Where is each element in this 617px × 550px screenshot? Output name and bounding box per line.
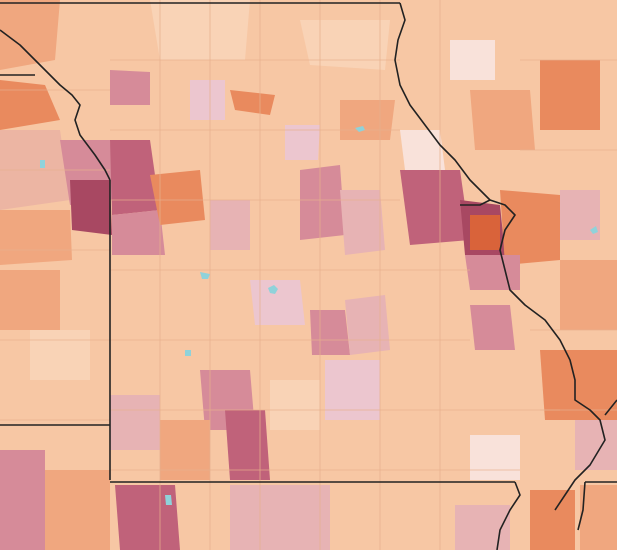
region-n-5 [300, 20, 390, 70]
region-se-2 [530, 490, 575, 550]
region-n-1 [150, 0, 250, 60]
lake-3 [185, 350, 191, 356]
region-il-3 [470, 90, 535, 150]
water-bodies [40, 126, 598, 505]
illinois-river-border [460, 199, 491, 206]
region-nw-2 [0, 80, 60, 130]
region-stl-7 [470, 305, 515, 350]
region-c-4 [250, 280, 305, 325]
region-n-3 [230, 90, 275, 115]
region-se-3 [580, 485, 617, 550]
region-s-2 [225, 410, 270, 480]
region-kc-3 [110, 70, 150, 105]
region-nw-6 [0, 210, 72, 265]
lake-2 [200, 272, 210, 279]
region-stl-4 [500, 190, 560, 265]
region-il-1 [450, 40, 495, 80]
region-c-3 [340, 190, 385, 255]
northwest-river-border [0, 29, 111, 181]
lake-5 [40, 160, 45, 168]
region-c-5 [310, 310, 350, 355]
right-edge-border [604, 399, 617, 416]
region-kc-4 [150, 170, 205, 225]
region-sw-3 [45, 470, 110, 550]
region-c-1 [300, 165, 345, 240]
region-nw-1 [0, 0, 60, 70]
region-se-1 [455, 505, 510, 550]
region-n-6 [340, 100, 395, 140]
region-sw-2 [0, 450, 45, 550]
region-stl-6 [400, 130, 445, 170]
region-stl-8 [560, 190, 600, 240]
region-sw-5 [0, 270, 60, 330]
region-il-5 [540, 350, 617, 420]
region-sw-4 [230, 485, 330, 550]
region-s-3 [110, 395, 160, 450]
region-sw-1 [115, 485, 180, 550]
region-sw-6 [30, 330, 90, 380]
region-c-7 [325, 360, 380, 420]
region-c-2 [210, 200, 250, 250]
region-nw-5 [70, 180, 112, 235]
region-stl-5 [465, 255, 520, 290]
region-kc-1 [110, 140, 160, 215]
lake-1 [268, 285, 278, 294]
southeast-river-edge [577, 481, 586, 531]
region-kc-2 [112, 210, 165, 255]
bootheel-border [496, 481, 521, 550]
region-s-6 [470, 435, 520, 480]
region-n-2 [190, 80, 225, 120]
lake-6 [590, 226, 598, 234]
region-c-6 [345, 295, 390, 355]
lake-4 [355, 126, 365, 132]
region-n-4 [285, 125, 320, 160]
lake-7 [165, 495, 172, 505]
mississippi-river-border [394, 2, 606, 511]
region-il-2 [540, 60, 600, 130]
region-s-7 [575, 420, 617, 470]
region-stl-3 [470, 215, 500, 250]
region-s-5 [270, 380, 320, 430]
region-stl-1 [400, 170, 470, 245]
region-s-4 [160, 420, 210, 480]
region-il-4 [560, 260, 617, 330]
